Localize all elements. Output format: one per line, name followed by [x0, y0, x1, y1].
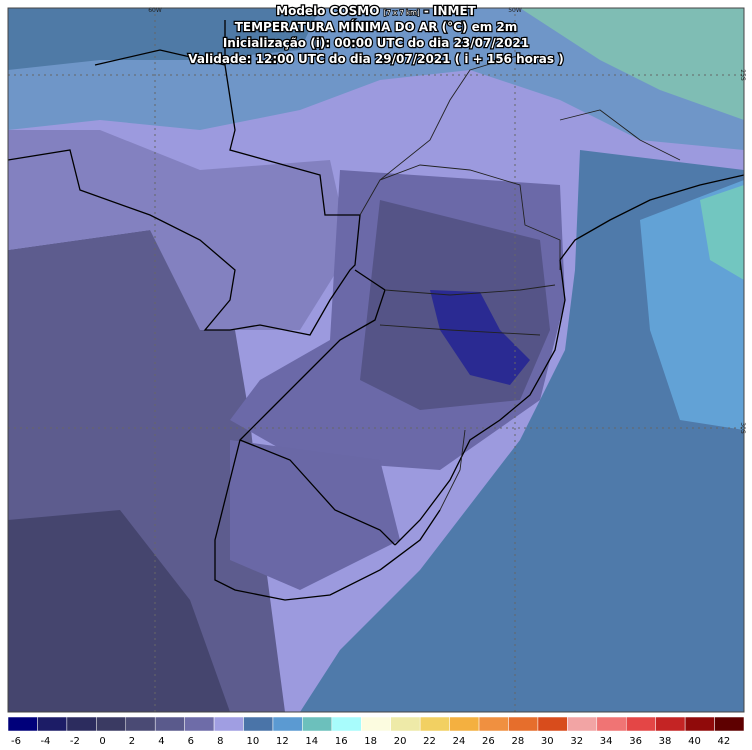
lat-label: 30S — [739, 422, 746, 434]
colorbar-label: 0 — [99, 736, 105, 747]
color-box — [7, 716, 38, 732]
color-box — [625, 716, 656, 732]
model: Modelo COSMO — [276, 4, 379, 18]
colorbar-label: 16 — [335, 736, 348, 747]
color-box — [302, 716, 333, 732]
colorbar-label: 34 — [600, 736, 613, 747]
country-border — [7, 49, 361, 336]
color-box — [419, 716, 450, 732]
colorbar-label: 18 — [364, 736, 377, 747]
color-box — [390, 716, 421, 732]
colorbar-label: 30 — [541, 736, 554, 747]
colorbar-label: 38 — [659, 736, 672, 747]
graticule — [8, 8, 744, 712]
color-box — [96, 716, 127, 732]
colorbar-label: 42 — [718, 736, 731, 747]
colorbar-label: 8 — [217, 736, 223, 747]
lon-label: 60W — [148, 7, 162, 14]
colorbar-label: 22 — [423, 736, 436, 747]
colorbar-label: -4 — [40, 736, 50, 747]
colorbar-label: 28 — [511, 736, 524, 747]
color-box — [596, 716, 627, 732]
map-frame — [7, 7, 745, 713]
color-box — [184, 716, 215, 732]
colorbar-label: 14 — [305, 736, 318, 747]
map-field — [8, 8, 744, 712]
color-box — [213, 716, 244, 732]
title: TEMPERATURA MÍNIMA DO AR (°C) em 2m — [235, 19, 518, 34]
validity: Validade: 12:00 UTC do dia 29/07/2021 ( … — [188, 52, 563, 66]
color-box — [714, 716, 745, 732]
color-box — [331, 716, 362, 732]
color-box — [125, 716, 156, 732]
colorbar-label: 40 — [688, 736, 701, 747]
grid-labels: 60W 50W 25S 30S — [148, 7, 746, 434]
color-box — [243, 716, 274, 732]
colorbar-label: 2 — [129, 736, 135, 747]
color-box — [37, 716, 68, 732]
boundaries — [7, 20, 745, 601]
color-box — [478, 716, 509, 732]
color-box — [154, 716, 185, 732]
color-box — [66, 716, 97, 732]
lon-label: 50W — [508, 7, 522, 14]
colorbar-label: 12 — [276, 736, 289, 747]
colorbar-label: -2 — [70, 736, 80, 747]
country-border — [239, 439, 396, 546]
state-border — [379, 54, 681, 181]
colorbar-label: 4 — [158, 736, 164, 747]
color-box — [449, 716, 480, 732]
color-box — [684, 716, 715, 732]
color-box — [655, 716, 686, 732]
colorbar-label: 20 — [394, 736, 407, 747]
initialization: Inicialização (i): 00:00 UTC do dia 23/0… — [223, 36, 529, 50]
state-border — [359, 164, 561, 336]
coastline — [394, 174, 745, 546]
header: Modelo COSMO [7 x 7 km] - INMET TEMPERAT… — [187, 3, 565, 68]
colorbar-label: 26 — [482, 736, 495, 747]
colorbar: -6 -4 -2 0 2 4 6 8 10 12 14 16 18 20 22 24 26 28 30 32 34 36 3… — [7, 716, 745, 747]
colorbar-label: 24 — [453, 736, 466, 747]
color-box — [508, 716, 539, 732]
colorbar-label: 36 — [629, 736, 642, 747]
lat-label: 25S — [739, 69, 746, 81]
colorbar-label: -6 — [11, 736, 21, 747]
color-box — [272, 716, 303, 732]
color-box — [537, 716, 568, 732]
colorbar-label: 10 — [247, 736, 260, 747]
lagoon — [439, 429, 466, 511]
color-box — [361, 716, 391, 732]
source: - INMET — [424, 4, 477, 18]
resolution: [7 x 7 km] — [384, 9, 420, 17]
country-border — [214, 269, 441, 601]
colorbar-label: 32 — [570, 736, 583, 747]
model-line: Modelo COSMO [7 x 7 km] - INMET — [276, 4, 476, 18]
color-box — [567, 716, 598, 732]
colorbar-label: 6 — [188, 736, 194, 747]
